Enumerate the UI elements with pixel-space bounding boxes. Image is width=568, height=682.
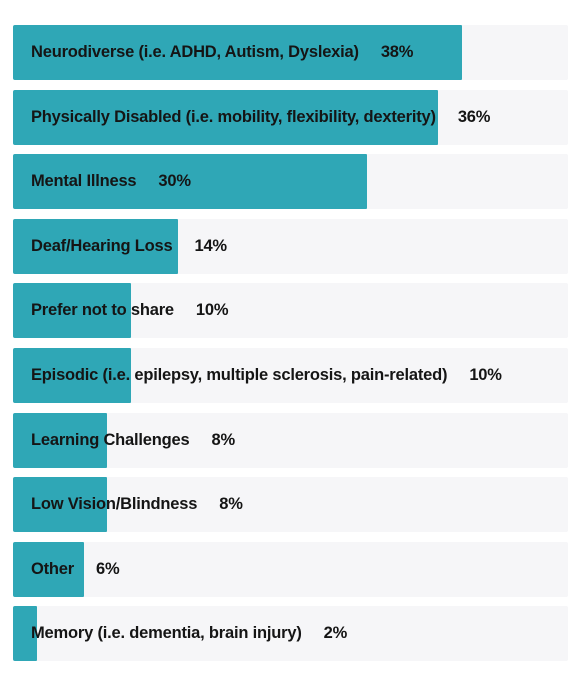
bar-label: Other 6% <box>31 542 120 597</box>
bar-label: Mental Illness 30% <box>31 154 191 209</box>
category-label: Memory (i.e. dementia, brain injury) <box>31 624 302 642</box>
value-label: 8% <box>211 431 236 449</box>
bar-row: Other 6% <box>13 542 568 597</box>
bar-row: Memory (i.e. dementia, brain injury) 2% <box>13 606 568 661</box>
bar <box>13 25 462 80</box>
bar-label: Learning Challenges 8% <box>31 413 235 468</box>
value-label: 10% <box>195 301 229 319</box>
bar <box>13 90 438 145</box>
bar-row: Prefer not to share 10% <box>13 283 568 338</box>
category-label: Episodic (i.e. epilepsy, multiple sclero… <box>31 366 448 384</box>
category-label: Deaf/Hearing Loss <box>31 237 173 255</box>
bar <box>13 219 178 274</box>
bar-row: Deaf/Hearing Loss 14% <box>13 219 568 274</box>
bar-label: Deaf/Hearing Loss 14% <box>31 219 227 274</box>
value-label: 6% <box>96 560 120 578</box>
value-label: 38% <box>380 43 414 61</box>
value-label: 30% <box>158 172 191 190</box>
bar <box>13 283 131 338</box>
value-label: 14% <box>194 237 227 255</box>
value-label: 2% <box>323 624 348 642</box>
category-label: Learning Challenges <box>31 431 190 449</box>
category-label: Mental Illness <box>31 172 137 190</box>
category-label: Neurodiverse (i.e. ADHD, Autism, Dyslexi… <box>31 43 359 61</box>
category-label: Low Vision/Blindness <box>31 495 198 513</box>
bar-label: Memory (i.e. dementia, brain injury) 2% <box>31 606 347 661</box>
bar <box>13 348 131 403</box>
value-label: 10% <box>469 366 502 384</box>
bar-row: Low Vision/Blindness 8% <box>13 477 568 532</box>
bar <box>13 477 107 532</box>
bar <box>13 154 367 209</box>
bar-row: Neurodiverse (i.e. ADHD, Autism, Dyslexi… <box>13 25 568 80</box>
category-label: Physically Disabled (i.e. mobility, flex… <box>31 108 436 126</box>
value-label: 36% <box>457 108 491 126</box>
bar-label: Physically Disabled (i.e. mobility, flex… <box>31 90 490 145</box>
category-label: Prefer not to share <box>31 301 174 319</box>
value-label: 8% <box>219 495 243 513</box>
bar <box>13 542 84 597</box>
bar-label: Prefer not to share 10% <box>31 283 229 338</box>
category-label: Other <box>31 560 75 578</box>
bar <box>13 606 37 661</box>
bar-row: Mental Illness 30% <box>13 154 568 209</box>
bar-row: Episodic (i.e. epilepsy, multiple sclero… <box>13 348 568 403</box>
bar-label: Low Vision/Blindness 8% <box>31 477 243 532</box>
bar-row: Learning Challenges 8% <box>13 413 568 468</box>
bar-label: Neurodiverse (i.e. ADHD, Autism, Dyslexi… <box>31 25 413 80</box>
bar <box>13 413 107 468</box>
bar-label: Episodic (i.e. epilepsy, multiple sclero… <box>31 348 502 403</box>
bar-row: Physically Disabled (i.e. mobility, flex… <box>13 90 568 145</box>
